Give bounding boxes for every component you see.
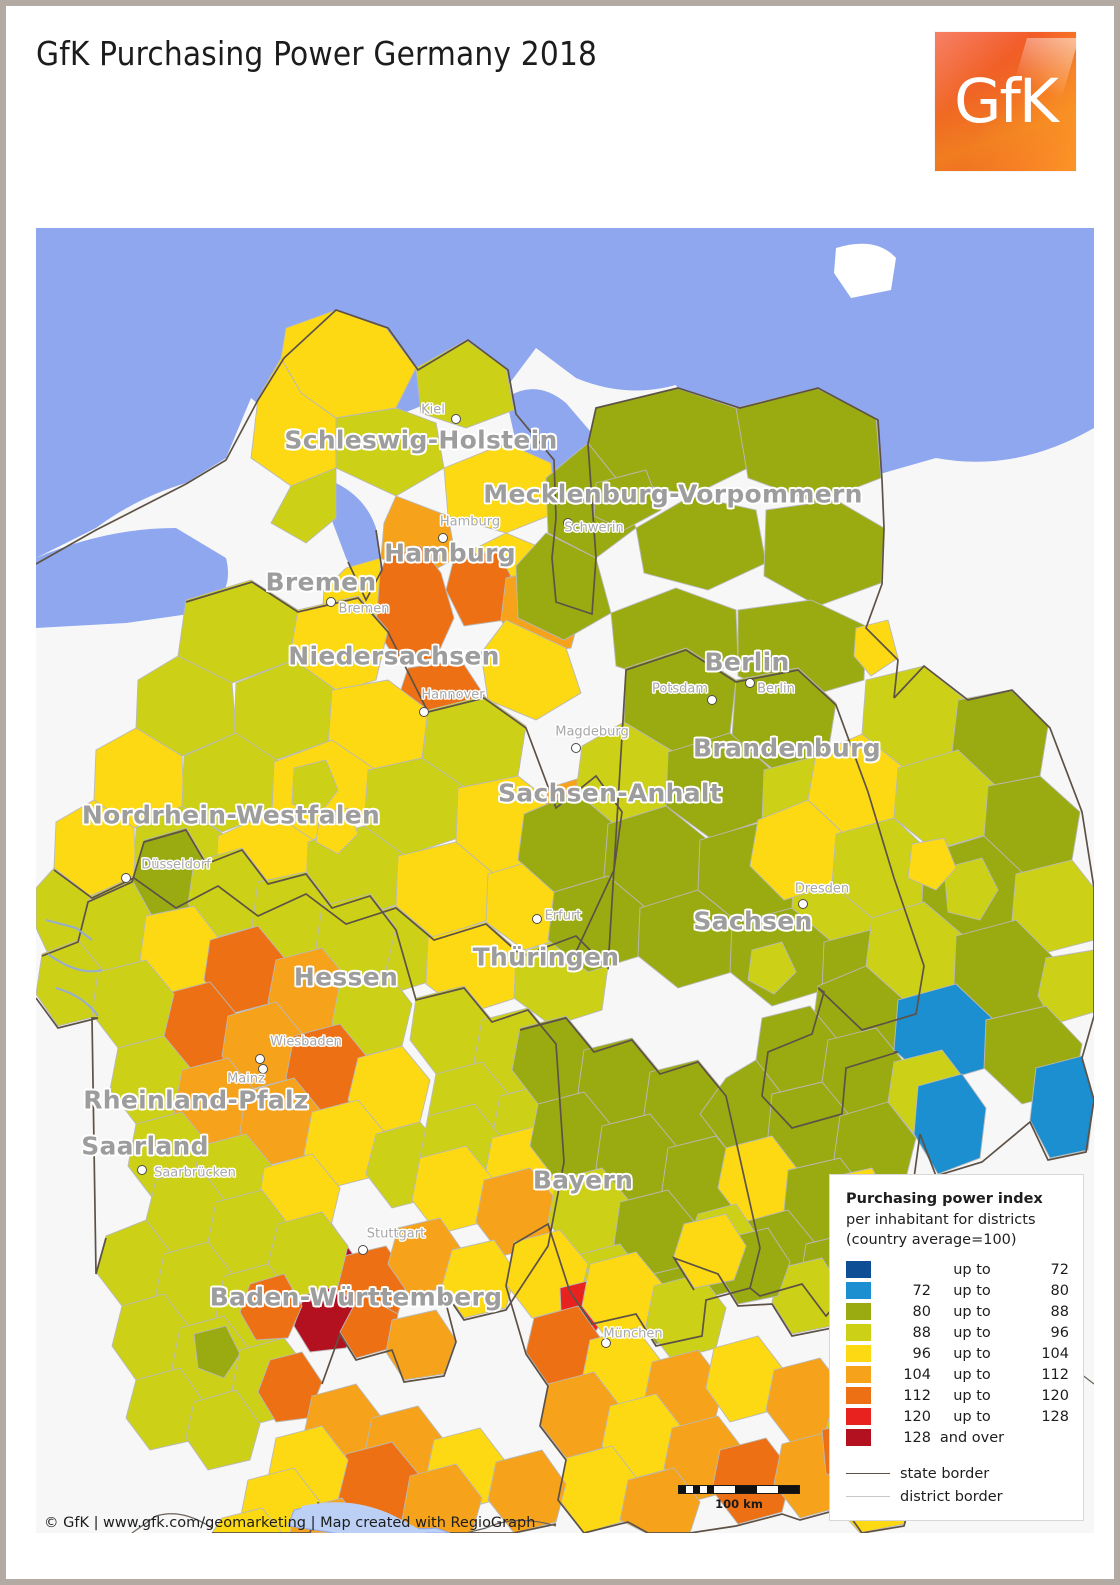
city-dot: [563, 518, 573, 528]
legend-swatch: [846, 1345, 871, 1362]
baltic-inlet: [506, 389, 596, 474]
copyright-credit: © GfK | www.gfk.com/geomarketing | Map c…: [44, 1515, 536, 1531]
north-sea-bay: [36, 528, 228, 628]
legend-row: 96 up to 104: [846, 1343, 1069, 1364]
legend-border-row: district border: [846, 1485, 1069, 1508]
legend-low-value: 72: [912, 1282, 931, 1299]
city-dot: [571, 743, 581, 753]
city-dot: [258, 1064, 268, 1074]
foreign-rivers: [45, 918, 103, 1017]
legend-swatch: [846, 1387, 871, 1404]
legend-title: Purchasing power index: [846, 1191, 1043, 1208]
scale-bar-label: 100 km: [715, 1497, 763, 1511]
legend-row: 120 up to 128: [846, 1406, 1069, 1427]
legend-low-value: 128: [903, 1429, 931, 1446]
legend-connector: up to: [953, 1282, 991, 1299]
city-dot: [601, 1338, 611, 1348]
legend-swatch: [846, 1303, 871, 1320]
page-title: GfK Purchasing Power Germany 2018: [36, 34, 598, 73]
legend-border-list: state border district border: [846, 1458, 1069, 1508]
scale-bar: 100 km: [678, 1485, 800, 1511]
lake-constance-body: [294, 1502, 426, 1533]
legend-high-value: 80: [1050, 1282, 1069, 1299]
state-nordrhein-westfalen: [36, 827, 449, 1243]
legend-row: up to 72: [846, 1259, 1069, 1280]
logo-wordmark: GfK: [954, 66, 1059, 137]
legend-high-value: 120: [1041, 1387, 1069, 1404]
city-dot: [451, 414, 461, 424]
legend-high-value: 104: [1041, 1345, 1069, 1362]
legend-swatch: [846, 1324, 871, 1341]
legend-row: 128 and over: [846, 1427, 1069, 1448]
legend-connector: up to: [953, 1303, 991, 1320]
legend-connector: up to: [953, 1366, 991, 1383]
city-dot: [121, 873, 131, 883]
legend-high-value: 88: [1050, 1303, 1069, 1320]
legend-connector: up to: [953, 1345, 991, 1362]
city-dot: [798, 899, 808, 909]
city-dot: [358, 1245, 368, 1255]
legend-low-value: 120: [903, 1408, 931, 1425]
city-dot: [745, 678, 755, 688]
legend-border-row: state border: [846, 1462, 1069, 1485]
legend-connector: up to: [953, 1324, 991, 1341]
legend-swatch: [846, 1408, 871, 1425]
legend-high-value: 96: [1050, 1324, 1069, 1341]
legend-row: 72 up to 80: [846, 1280, 1069, 1301]
legend-low-value: 104: [903, 1366, 931, 1383]
legend-swatch: [846, 1366, 871, 1383]
legend-row: 104 up to 112: [846, 1364, 1069, 1385]
map-svg: [36, 228, 1094, 1533]
legend-low-value: 96: [912, 1345, 931, 1362]
legend-connector: up to: [953, 1408, 991, 1425]
map-legend: Purchasing power index per inhabitant fo…: [829, 1174, 1084, 1521]
legend-low-value: 80: [912, 1303, 931, 1320]
city-dot: [419, 707, 429, 717]
legend-class-list: up to 72 72 up to 80 80 up to 88 88 up to 96 96 up t…: [846, 1259, 1069, 1448]
legend-high-value: 72: [1050, 1261, 1069, 1278]
legend-high-value: 128: [1041, 1408, 1069, 1425]
legend-connector: up to: [953, 1261, 991, 1278]
city-dot: [137, 1165, 147, 1175]
city-dot: [326, 597, 336, 607]
legend-low-value: 112: [903, 1387, 931, 1404]
legend-swatch: [846, 1282, 871, 1299]
map-canvas[interactable]: Schleswig-Holstein Mecklenburg-Vorpommern…: [36, 228, 1094, 1533]
border-sample-line: [846, 1496, 890, 1497]
border-sample-line: [846, 1473, 890, 1474]
legend-swatch: [846, 1429, 871, 1446]
legend-connector: and over: [939, 1429, 1005, 1446]
legend-swatch: [846, 1261, 871, 1278]
scale-bar-graphic: [678, 1485, 800, 1494]
state-rheinland-pfalz: [95, 1167, 349, 1471]
city-dot: [438, 533, 448, 543]
legend-connector: up to: [953, 1387, 991, 1404]
legend-low-value: 88: [912, 1324, 931, 1341]
legend-border-label: state border: [900, 1465, 990, 1482]
legend-high-value: 112: [1041, 1366, 1069, 1383]
legend-subtitle-2: (country average=100): [846, 1232, 1017, 1249]
legend-row: 112 up to 120: [846, 1385, 1069, 1406]
legend-row: 80 up to 88: [846, 1301, 1069, 1322]
legend-border-label: district border: [900, 1488, 1003, 1505]
city-dot: [532, 914, 542, 924]
gfk-logo: GfK: [935, 32, 1079, 171]
legend-subtitle-1: per inhabitant for districts: [846, 1211, 1036, 1228]
state-borders: [36, 309, 1094, 1533]
city-dot: [255, 1054, 265, 1064]
legend-row: 88 up to 96: [846, 1322, 1069, 1343]
island-ruegen: [834, 243, 896, 298]
city-dot: [707, 695, 717, 705]
